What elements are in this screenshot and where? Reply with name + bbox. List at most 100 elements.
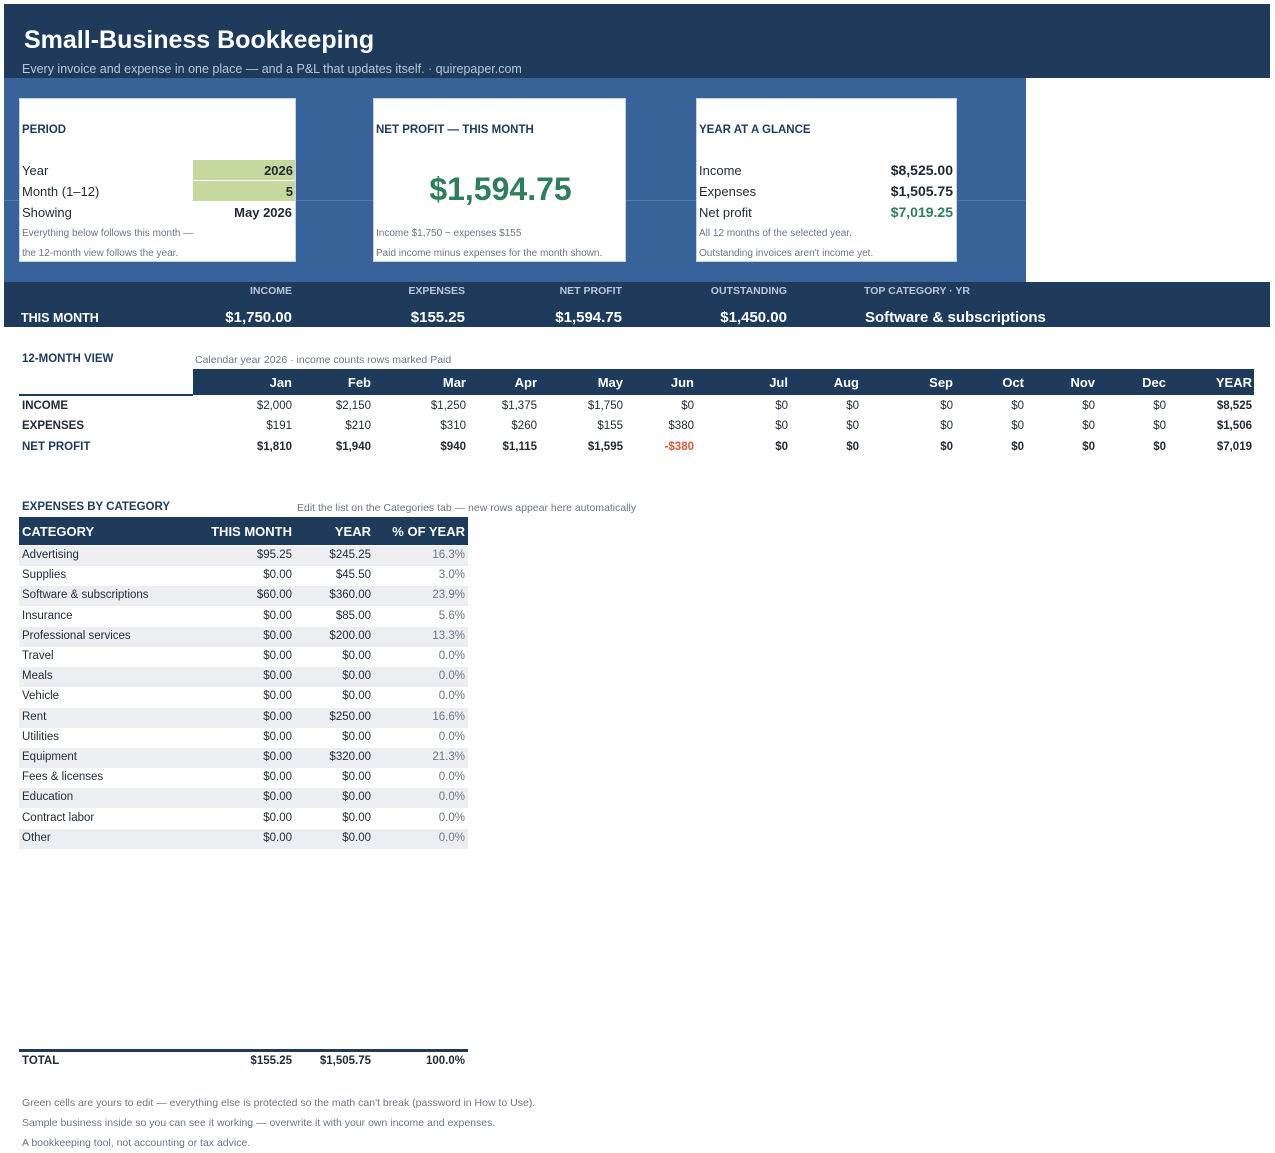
category-pct: 23.9%: [432, 589, 465, 601]
total-year: $1,505.75: [319, 1055, 371, 1067]
year-label: Year: [22, 163, 49, 178]
cell-expenses-year: $1,506: [1216, 420, 1252, 432]
category-pct: 5.6%: [438, 610, 465, 622]
cell-expenses-dec: $0: [1153, 420, 1166, 432]
cat-head-category: CATEGORY: [22, 524, 95, 539]
year-income-label: Income: [699, 163, 742, 178]
strip-income-value: $1,750.00: [225, 309, 292, 326]
cell-net-profit-jun: -$380: [664, 441, 694, 453]
cell-expenses-nov: $0: [1082, 420, 1095, 432]
year-note-1: All 12 months of the selected year.: [699, 228, 852, 239]
category-row: Fees & licenses $0.00 $0.00 0.0%: [19, 768, 468, 788]
strip-topcat-head: TOP CATEGORY · YR: [864, 285, 970, 297]
cell-income-jul: $0: [775, 400, 788, 412]
month-header-apr: Apr: [514, 375, 537, 390]
page-subtitle: Every invoice and expense in one place —…: [22, 62, 522, 76]
cell-expenses-jul: $0: [775, 420, 788, 432]
year-input[interactable]: 2026: [193, 160, 295, 180]
category-pct: 3.0%: [438, 569, 465, 581]
cell-income-year: $8,525: [1216, 400, 1252, 412]
row-label-income: INCOME: [22, 400, 68, 412]
year-net-label: Net profit: [699, 205, 752, 220]
cell-expenses-aug: $0: [846, 420, 859, 432]
cell-income-jan: $2,000: [256, 400, 292, 412]
category-pct: 0.0%: [438, 832, 465, 844]
cell-income-nov: $0: [1082, 400, 1095, 412]
category-row: Education $0.00 $0.00 0.0%: [19, 788, 468, 808]
month-header-jun: Jun: [670, 375, 694, 390]
total-this-month: $155.25: [250, 1055, 292, 1067]
category-year: $360.00: [329, 589, 371, 601]
category-year: $0.00: [342, 832, 371, 844]
strip-expenses-head: EXPENSES: [408, 285, 465, 297]
year-at-a-glance-card: YEAR AT A GLANCE Income $8,525.00 Expens…: [696, 98, 957, 262]
total-label: TOTAL: [22, 1055, 60, 1067]
category-this-month: $0.00: [263, 670, 292, 682]
category-name: Utilities: [22, 731, 60, 743]
category-pct: 13.3%: [432, 630, 465, 642]
page-title: Small-Business Bookkeeping: [24, 26, 375, 54]
cell-income-oct: $0: [1011, 400, 1024, 412]
cell-income-dec: $0: [1153, 400, 1166, 412]
cell-expenses-sep: $0: [940, 420, 953, 432]
period-card: PERIOD Year 2026 Month (1–12) 5 Showing …: [19, 98, 296, 262]
cell-net-profit-mar: $940: [440, 441, 466, 453]
category-name: Rent: [22, 711, 47, 723]
category-pct: 0.0%: [438, 690, 465, 702]
category-this-month: $95.25: [256, 549, 292, 561]
category-this-month: $0.00: [263, 771, 292, 783]
row-label-expenses: EXPENSES: [22, 420, 84, 432]
category-pct: 0.0%: [438, 812, 465, 824]
cat-head-year: YEAR: [334, 524, 371, 539]
footer-note-2: Sample business inside so you can see it…: [22, 1117, 496, 1129]
cell-net-profit-feb: $1,940: [335, 441, 371, 453]
category-year: $45.50: [335, 569, 371, 581]
category-this-month: $0.00: [263, 650, 292, 662]
category-year: $200.00: [329, 630, 371, 642]
cell-income-aug: $0: [846, 400, 859, 412]
category-row: Meals $0.00 $0.00 0.0%: [19, 667, 468, 687]
category-this-month: $0.00: [263, 791, 292, 803]
category-name: Meals: [22, 670, 53, 682]
this-month-strip: [4, 282, 1270, 327]
year-expenses-value: $1,505.75: [890, 183, 953, 199]
net-profit-title: NET PROFIT — THIS MONTH: [376, 124, 534, 136]
category-this-month: $0.00: [263, 711, 292, 723]
cell-net-profit-jul: $0: [775, 441, 788, 453]
category-row: Vehicle $0.00 $0.00 0.0%: [19, 687, 468, 707]
category-this-month: $0.00: [263, 569, 292, 581]
cell-net-profit-year: $7,019: [1216, 441, 1252, 453]
category-name: Fees & licenses: [22, 771, 104, 783]
month-header-may: May: [597, 375, 623, 390]
category-row: Utilities $0.00 $0.00 0.0%: [19, 728, 468, 748]
category-this-month: $0.00: [263, 812, 292, 824]
category-row: Supplies $0.00 $45.50 3.0%: [19, 566, 468, 586]
month-input[interactable]: 5: [193, 181, 295, 201]
category-name: Vehicle: [22, 690, 60, 702]
strip-topcat-value: Software & subscriptions: [865, 309, 1046, 326]
cell-net-profit-dec: $0: [1153, 441, 1166, 453]
month-label: Month (1–12): [22, 184, 100, 199]
cell-income-feb: $2,150: [335, 400, 371, 412]
category-row: Contract labor $0.00 $0.00 0.0%: [19, 809, 468, 829]
category-year: $0.00: [342, 670, 371, 682]
category-this-month: $0.00: [263, 610, 292, 622]
cell-expenses-feb: $210: [345, 420, 371, 432]
cell-income-may: $1,750: [587, 400, 623, 412]
category-this-month: $0.00: [263, 731, 292, 743]
total-pct: 100.0%: [425, 1055, 465, 1067]
footer-note-3: A bookkeeping tool, not accounting or ta…: [22, 1137, 251, 1149]
year-expenses-label: Expenses: [699, 184, 757, 199]
category-year: $0.00: [342, 812, 371, 824]
categories-title: EXPENSES BY CATEGORY: [22, 501, 171, 513]
cell-expenses-jun: $380: [668, 420, 694, 432]
cell-net-profit-jan: $1,810: [256, 441, 292, 453]
category-name: Advertising: [22, 549, 79, 561]
cell-expenses-mar: $310: [440, 420, 466, 432]
category-year: $250.00: [329, 711, 371, 723]
category-pct: 0.0%: [438, 791, 465, 803]
category-pct: 16.6%: [432, 711, 465, 723]
month-header-oct: Oct: [1002, 375, 1024, 390]
net-profit-note-2: Paid income minus expenses for the month…: [376, 248, 603, 259]
category-name: Travel: [22, 650, 54, 662]
